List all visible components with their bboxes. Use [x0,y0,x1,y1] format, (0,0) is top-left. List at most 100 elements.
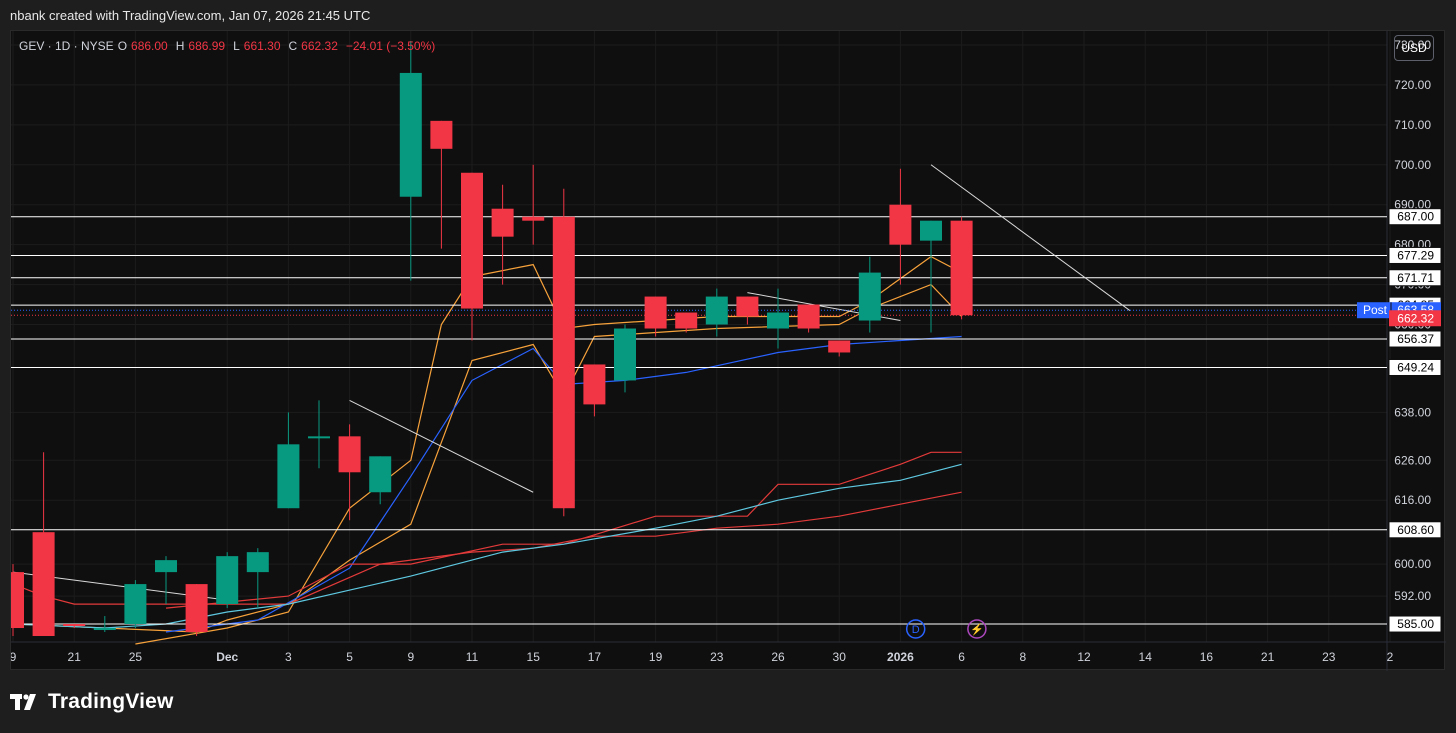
last-price-label: 662.32 [1397,311,1434,325]
low-value: 661.30 [243,39,281,53]
candle-down [32,452,55,637]
candle-body [644,296,667,329]
level-price-label: 649.24 [1397,360,1434,374]
level-price-badge [1388,246,1442,264]
high-label: H [175,39,185,53]
low-label: L [233,39,240,53]
header-bar: nbank created with TradingView.com, Jan … [0,0,1456,30]
candle-body [32,532,55,637]
candle-body [858,272,881,321]
candle-down [63,624,86,629]
candle-down [552,188,575,517]
level-price-label: 608.60 [1397,523,1434,537]
close-value: 662.32 [301,39,338,53]
level-price-badge [1388,358,1442,376]
candle-up [705,288,728,337]
time-tick-label: Dec [216,650,238,664]
candle-down [11,564,24,637]
candle-body [614,328,636,381]
candle-up [858,256,881,333]
level-price-label: 671.71 [1397,271,1434,285]
candle-body [950,220,973,316]
trend-line [930,164,1131,311]
candle-body [920,220,942,241]
post-tag-label: Post [1363,303,1388,317]
time-tick-label: 16 [1200,650,1214,664]
time-tick-label: 9 [407,650,414,664]
time-tick-label: 21 [1261,650,1275,664]
candle-body [185,584,208,633]
level-price-badge [1388,521,1442,539]
candle-up [93,616,116,633]
candle-up [308,400,330,469]
attribution-text: nbank created with TradingView.com, Jan … [10,7,371,23]
chart-panel[interactable]: D⚡730.00720.00710.00700.00690.00680.0067… [10,30,1446,671]
candle-body [11,572,24,629]
candle-body [675,312,698,329]
candle-down [736,296,759,325]
candle-down [889,168,912,285]
price-tick-label: 616.00 [1394,493,1431,507]
brand-name: TradingView [48,690,174,713]
time-tick-label: 2026 [887,650,914,664]
candle-body [155,560,177,573]
candle-up [216,552,239,609]
level-price-badge [1388,615,1442,633]
moving-average-line [135,255,962,645]
candle-down [430,120,453,249]
candle-body [491,208,514,237]
price-tick-label: 626.00 [1394,453,1431,467]
candle-body [308,436,330,439]
time-tick-label: 25 [129,650,143,664]
candle-down [828,340,851,357]
time-tick-label: 15 [527,650,541,664]
candle-down [644,296,667,337]
candle-body [767,312,789,329]
time-tick-label: 23 [1322,650,1336,664]
candle-down [491,184,514,285]
footer: TradingView [10,680,174,724]
candle-body [797,304,820,329]
candle-down [185,584,208,637]
price-tick-label: 592.00 [1394,589,1431,603]
last-price-badge [1389,310,1441,327]
candle-up [399,40,422,281]
candle-down [338,424,361,521]
candle-down [522,164,545,245]
high-value: 686.99 [188,39,226,53]
candle-body [705,296,728,325]
time-tick-label: 17 [588,650,602,664]
candle-down [950,216,973,320]
candle-down [675,312,698,333]
moving-average-line [12,463,962,629]
price-chart[interactable]: D⚡730.00720.00710.00700.00690.00680.0067… [11,31,1446,671]
earnings-marker-letter: ⚡ [970,623,984,636]
price-tick-label: 730.00 [1394,38,1431,52]
level-price-label: 677.29 [1397,248,1434,262]
time-tick-label: 5 [346,650,353,664]
currency-button[interactable]: USD [1394,35,1434,61]
moving-average-line [12,491,962,605]
ohlc-legend: GEV · 1D · NYSE O 686.00 H 686.99 L 661.30 … [19,39,439,53]
open-label: O [117,39,128,53]
moving-average-line [12,283,963,633]
time-tick-label: 19 [649,650,663,664]
candle-body [338,436,361,473]
time-tick-label: 14 [1139,650,1153,664]
tradingview-logo-icon [10,694,36,710]
time-tick-label: 23 [710,650,724,664]
level-price-label: 585.00 [1397,617,1434,631]
trend-line [349,399,534,493]
time-tick-label: 8 [1019,650,1026,664]
price-tick-label: 600.00 [1394,557,1431,571]
time-tick-label: 26 [771,650,785,664]
level-price-badge [1388,330,1442,348]
dividend-marker-icon [905,619,926,639]
candle-body [461,172,483,309]
candle-down [461,172,483,341]
time-tick-label: 30 [833,650,847,664]
open-value: 686.00 [131,39,168,53]
level-price-badge [1388,208,1442,226]
candle-body [369,456,392,493]
earnings-marker-icon [967,619,987,639]
